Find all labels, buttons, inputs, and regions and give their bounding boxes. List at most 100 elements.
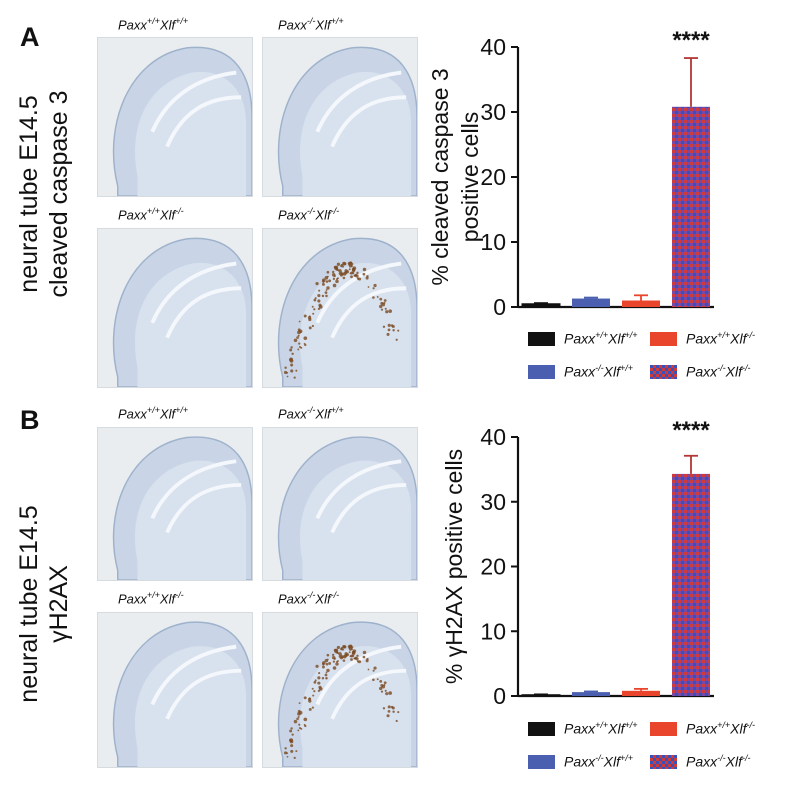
- genotype-superscript: -/-: [746, 330, 755, 340]
- micro-label: Paxx-/-Xlf-/-: [278, 206, 339, 222]
- micro-label: Paxx+/+Xlf+/+: [118, 16, 188, 32]
- gene-name: Xlf: [159, 591, 176, 607]
- genotype-superscript: +/+: [619, 753, 633, 763]
- gene-name: Paxx: [278, 406, 307, 422]
- gene-name: Paxx: [686, 330, 718, 347]
- tissue-section-image: [112, 46, 252, 196]
- micrograph-a-wt: [97, 37, 253, 197]
- tissue-section-image: [277, 621, 417, 767]
- micro-label: Paxx-/-Xlf+/+: [278, 16, 344, 32]
- genotype-superscript: +/+: [624, 720, 638, 730]
- genotype-superscript: -/-: [306, 405, 316, 415]
- genotype-superscript: +/+: [146, 405, 160, 415]
- genotype-superscript: +/+: [595, 720, 609, 730]
- y-tick-label: 30: [480, 99, 506, 125]
- gene-name: Paxx: [118, 17, 147, 33]
- bar-xlf-ko: [622, 690, 660, 696]
- gene-name: Xlf: [608, 720, 625, 737]
- gene-name: Xlf: [725, 753, 742, 770]
- y-tick-label: 0: [493, 683, 506, 709]
- gene-name: Xlf: [315, 17, 331, 33]
- gene-name: Xlf: [725, 363, 742, 380]
- gene-name: Paxx: [278, 17, 307, 33]
- gene-name: Xlf: [159, 207, 176, 223]
- genotype-superscript: +/+: [717, 720, 731, 730]
- bar-wt: [521, 303, 561, 308]
- micrograph-b-double-ko: [262, 612, 418, 768]
- y-tick-label: 20: [480, 164, 506, 190]
- panel-a-side-label-line1: neural tube E14.5: [15, 95, 43, 293]
- genotype-superscript: +/+: [330, 405, 344, 415]
- y-axis-label: % γH2AX positive cells: [441, 449, 467, 684]
- y-axis-label-line2: positive cells: [457, 112, 483, 242]
- legend-swatch: [528, 332, 555, 346]
- micro-label: Paxx+/+Xlf+/+: [118, 405, 188, 421]
- micro-label: Paxx-/-Xlf+/+: [278, 405, 344, 421]
- panel-b-letter: B: [20, 405, 40, 435]
- gene-name: Paxx: [564, 363, 596, 380]
- gene-name: Paxx: [118, 406, 147, 422]
- tissue-section-image: [112, 436, 252, 580]
- gene-name: Xlf: [603, 753, 620, 770]
- legend-label: Paxx+/+Xlf-/-: [686, 330, 755, 347]
- panel-b-side-label-line1: neural tube E14.5: [15, 505, 43, 703]
- panel-b-side-label-line2: γH2AX: [45, 565, 73, 643]
- gene-name: Paxx: [278, 207, 307, 223]
- genotype-superscript: -/-: [306, 206, 316, 216]
- legend-label: Paxx-/-Xlf-/-: [686, 753, 750, 770]
- genotype-superscript: -/-: [746, 720, 755, 730]
- legend-label: Paxx+/+Xlf+/+: [564, 330, 638, 347]
- chart-b-plot: 0 10 20 30 40 % γH2AX positive cells ****: [441, 417, 714, 709]
- genotype-superscript: -/-: [741, 753, 751, 763]
- tissue-section-image: [112, 621, 252, 767]
- gene-name: Xlf: [608, 330, 625, 347]
- bar-double-ko: [672, 106, 710, 307]
- genotype-superscript: -/-: [175, 206, 184, 216]
- panel-a-side-label: neural tube E14.5 cleaved caspase 3: [14, 69, 76, 319]
- legend-swatch: [528, 755, 555, 769]
- genotype-superscript: -/-: [175, 590, 184, 600]
- tissue-section-image: [112, 237, 252, 387]
- gene-name: Paxx: [686, 363, 718, 380]
- bar-xlf-ko: [622, 300, 660, 307]
- legend-swatch: [650, 365, 677, 379]
- gene-name: Xlf: [315, 207, 331, 223]
- legend-swatch: [650, 722, 677, 736]
- gene-name: Paxx: [278, 591, 307, 607]
- genotype-superscript: +/+: [624, 330, 638, 340]
- micro-label: Paxx-/-Xlf-/-: [278, 590, 339, 606]
- gene-name: Paxx: [686, 753, 718, 770]
- genotype-superscript: -/-: [717, 753, 726, 763]
- y-axis-label-line1: % γH2AX positive cells: [441, 449, 467, 684]
- panel-b-side-label: neural tube E14.5 γH2AX: [14, 479, 76, 729]
- gene-name: Xlf: [730, 720, 747, 737]
- gene-name: Paxx: [686, 720, 718, 737]
- gene-name: Xlf: [730, 330, 747, 347]
- micro-label: Paxx+/+Xlf-/-: [118, 206, 184, 222]
- genotype-superscript: -/-: [330, 206, 340, 216]
- gene-name: Xlf: [159, 17, 176, 33]
- genotype-superscript: +/+: [146, 590, 160, 600]
- legend-label: Paxx-/-Xlf-/-: [686, 363, 750, 380]
- gene-name: Paxx: [564, 330, 596, 347]
- panel-a-side-label-line2: cleaved caspase 3: [45, 90, 73, 298]
- genotype-superscript: +/+: [619, 363, 633, 373]
- gene-name: Xlf: [315, 591, 331, 607]
- bar-paxx-ko: [572, 298, 610, 307]
- micrograph-b-wt: [97, 427, 253, 581]
- gene-name: Paxx: [118, 591, 147, 607]
- significance-marker: ****: [672, 27, 710, 54]
- y-axis-label: % cleaved caspase 3 positive cells: [427, 68, 483, 285]
- micro-label: Paxx+/+Xlf-/-: [118, 590, 184, 606]
- y-tick-label: 30: [480, 489, 506, 515]
- genotype-superscript: -/-: [741, 363, 751, 373]
- y-axis-label-line1: % cleaved caspase 3: [427, 68, 453, 285]
- gene-name: Xlf: [159, 406, 176, 422]
- micrograph-a-double-ko: [262, 228, 418, 388]
- genotype-superscript: +/+: [146, 16, 160, 26]
- bar-wt: [521, 694, 561, 697]
- y-tick-label: 0: [493, 294, 506, 320]
- genotype-superscript: +/+: [330, 16, 344, 26]
- genotype-superscript: +/+: [146, 206, 160, 216]
- genotype-superscript: -/-: [306, 590, 316, 600]
